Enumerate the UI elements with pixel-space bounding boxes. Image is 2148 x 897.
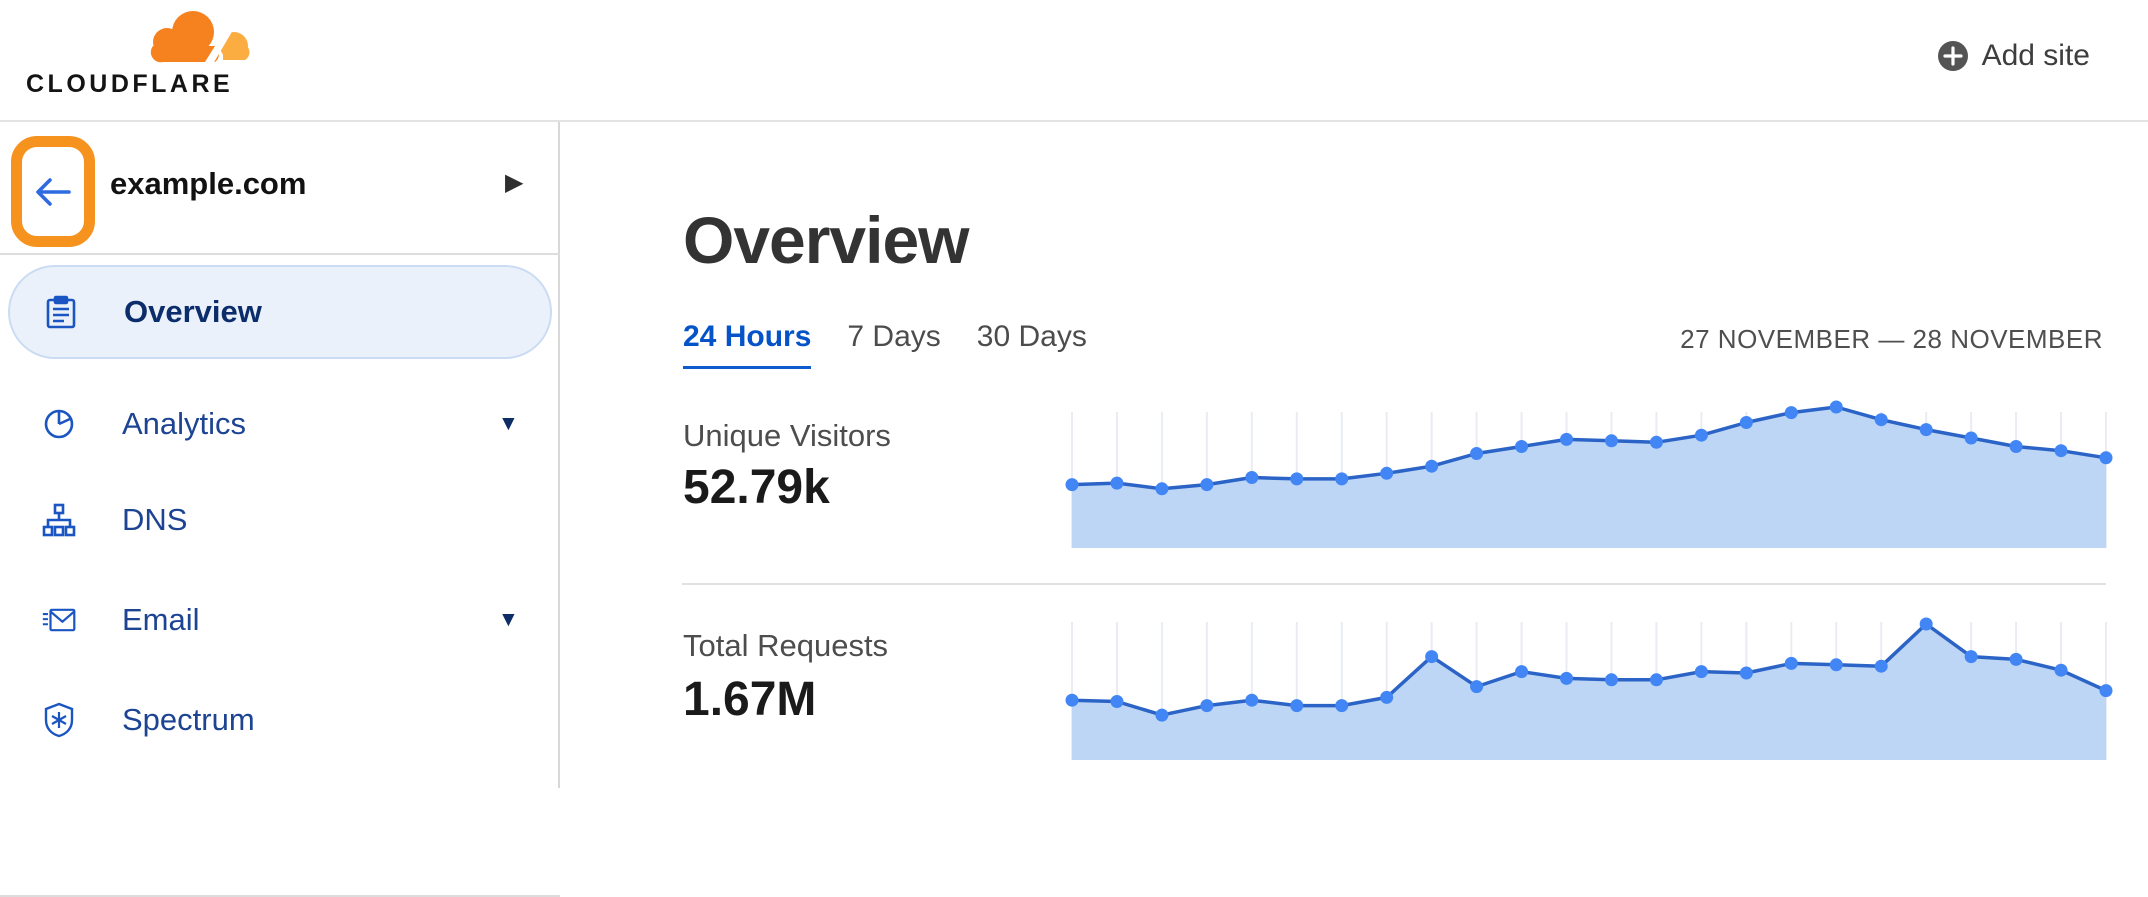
unique-visitors-chart bbox=[1065, 400, 2113, 548]
chart-data-point bbox=[1335, 699, 1349, 713]
chart-data-point bbox=[1155, 482, 1169, 496]
email-icon bbox=[42, 603, 76, 637]
top-header: CLOUDFLARE Add site bbox=[0, 0, 2148, 122]
unique-visitors-value: 52.79k bbox=[683, 461, 830, 514]
chart-area-fill bbox=[1072, 624, 2106, 760]
chart-data-point bbox=[1155, 708, 1169, 722]
chart-data-point bbox=[1200, 478, 1214, 492]
sidebar-item-analytics[interactable]: Analytics ▼ bbox=[0, 377, 560, 471]
chart-data-point bbox=[1065, 478, 1079, 492]
sidebar: example.com ▶ Overview Analytics ▼ bbox=[0, 122, 560, 897]
chart-data-point bbox=[1694, 428, 1708, 442]
chart-data-point bbox=[1739, 416, 1753, 429]
site-switcher-row[interactable]: example.com ▶ bbox=[0, 122, 560, 255]
chart-line bbox=[1071, 622, 2107, 717]
chart-data-point bbox=[1200, 699, 1214, 713]
cloudflare-cloud-icon bbox=[150, 11, 250, 64]
chart-data-point bbox=[2009, 440, 2023, 453]
sidebar-item-overview[interactable]: Overview bbox=[8, 265, 552, 359]
chart-data-point bbox=[1560, 432, 1574, 446]
sitemap-icon bbox=[42, 503, 76, 537]
chart-data-point bbox=[1829, 658, 1843, 672]
chevron-down-icon[interactable]: ▼ bbox=[498, 412, 519, 435]
chart-data-point bbox=[1560, 671, 1574, 685]
chart-data-point bbox=[1515, 440, 1529, 453]
chart-area-fill bbox=[1072, 407, 2106, 548]
chart-data-point bbox=[1784, 656, 1798, 670]
chart-data-point bbox=[1829, 400, 1843, 414]
cloudflare-logo[interactable]: CLOUDFLARE bbox=[26, 8, 259, 114]
chart-data-point bbox=[1245, 471, 1259, 484]
chart-data-point bbox=[1874, 659, 1888, 673]
sidebar-item-label: Email bbox=[122, 602, 200, 637]
time-range-tabs: 24 Hours 7 Days 30 Days bbox=[683, 320, 1087, 369]
chart-data-point bbox=[1335, 472, 1349, 486]
chart-data-point bbox=[1425, 650, 1439, 664]
chart-data-point bbox=[1470, 447, 1484, 460]
chart-data-point bbox=[1919, 423, 1933, 437]
chart-data-point bbox=[2054, 444, 2068, 458]
site-name: example.com bbox=[110, 166, 307, 201]
chart-line bbox=[1071, 405, 2107, 491]
pie-chart-icon bbox=[42, 407, 76, 441]
sidebar-item-dns[interactable]: DNS bbox=[0, 473, 560, 567]
sidebar-item-label: Overview bbox=[124, 294, 262, 329]
chart-data-point bbox=[1380, 690, 1394, 704]
chart-data-point bbox=[1290, 699, 1304, 713]
annotation-highlight-box bbox=[11, 136, 95, 247]
chart-data-point bbox=[1739, 666, 1753, 680]
date-range-label: 27 NOVEMBER — 28 NOVEMBER bbox=[1680, 324, 2103, 354]
chart-data-point bbox=[1784, 406, 1798, 420]
tab-30-days[interactable]: 30 Days bbox=[976, 320, 1087, 353]
total-requests-chart bbox=[1065, 617, 2113, 760]
add-site-label: Add site bbox=[1981, 39, 2090, 72]
chart-data-point bbox=[1470, 680, 1484, 694]
chart-data-point bbox=[1694, 665, 1708, 679]
chart-data-point bbox=[1515, 665, 1529, 679]
chart-data-point bbox=[2054, 663, 2068, 677]
unique-visitors-label: Unique Visitors bbox=[683, 418, 891, 453]
chart-data-point bbox=[2009, 652, 2023, 666]
sidebar-item-email[interactable]: Email ▼ bbox=[0, 573, 560, 667]
chevron-right-icon[interactable]: ▶ bbox=[505, 169, 524, 196]
total-requests-value: 1.67M bbox=[683, 673, 817, 726]
chart-data-point bbox=[1649, 673, 1663, 687]
chart-data-point bbox=[1964, 431, 1978, 445]
chevron-down-icon[interactable]: ▼ bbox=[498, 608, 519, 631]
chart-data-point bbox=[1964, 650, 1978, 664]
chart-data-point bbox=[1874, 413, 1888, 427]
add-site-button[interactable]: Add site bbox=[1937, 36, 2090, 76]
back-button[interactable] bbox=[22, 147, 84, 236]
sidebar-item-label: Spectrum bbox=[122, 702, 255, 737]
chart-data-point bbox=[1110, 476, 1124, 490]
chart-data-point bbox=[1604, 673, 1618, 687]
chart-data-point bbox=[1110, 695, 1124, 708]
chart-data-point bbox=[1290, 472, 1304, 486]
tab-24-hours[interactable]: 24 Hours bbox=[683, 320, 812, 369]
chart-data-point bbox=[1065, 693, 1079, 707]
chart-data-point bbox=[2099, 684, 2113, 698]
main-content: Overview 24 Hours 7 Days 30 Days 27 NOVE… bbox=[562, 122, 2148, 788]
chart-data-point bbox=[1919, 617, 1933, 631]
sidebar-item-label: Analytics bbox=[122, 406, 247, 441]
chart-data-point bbox=[1649, 435, 1663, 449]
chart-data-point bbox=[1425, 459, 1439, 473]
chart-data-point bbox=[1604, 434, 1618, 448]
back-arrow-icon bbox=[36, 177, 71, 206]
plus-circle-icon bbox=[1937, 41, 1968, 71]
section-divider bbox=[682, 583, 2106, 585]
sidebar-item-label: DNS bbox=[122, 502, 188, 537]
chart-data-point bbox=[1380, 466, 1394, 480]
page-title: Overview bbox=[683, 203, 970, 277]
chart-data-point bbox=[2099, 451, 2113, 465]
cloudflare-wordmark: CLOUDFLARE bbox=[26, 70, 234, 98]
chart-data-point bbox=[1245, 693, 1259, 707]
shield-icon bbox=[42, 702, 76, 738]
total-requests-label: Total Requests bbox=[683, 628, 889, 663]
clipboard-icon bbox=[44, 295, 78, 329]
sidebar-item-spectrum[interactable]: Spectrum bbox=[0, 673, 560, 767]
tab-7-days[interactable]: 7 Days bbox=[847, 320, 941, 353]
